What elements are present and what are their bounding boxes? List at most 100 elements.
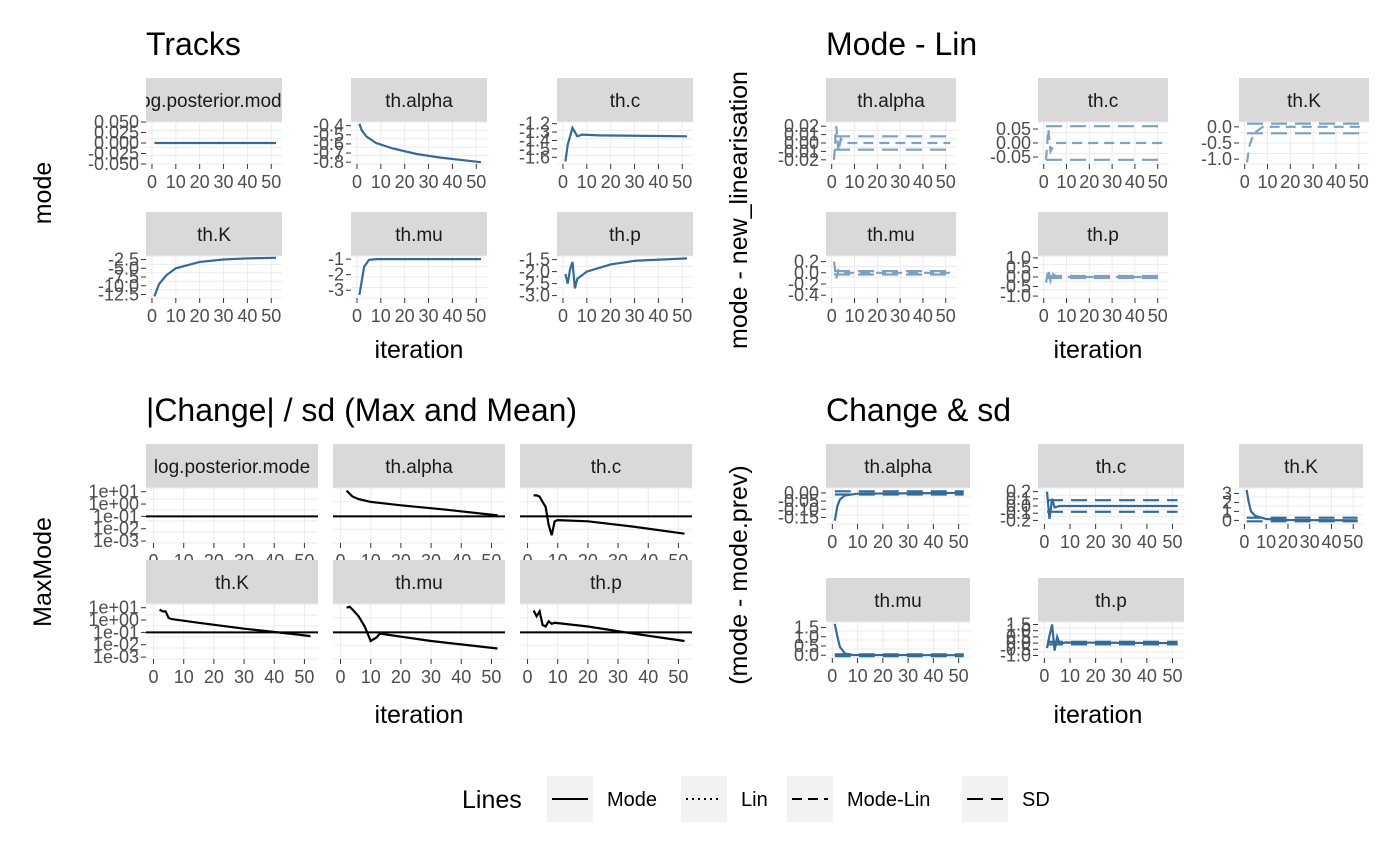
x-tick-label: 10 bbox=[166, 172, 186, 192]
x-tick-label: 0 bbox=[1240, 172, 1250, 192]
panel-background bbox=[557, 122, 693, 164]
x-tick-label: 10 bbox=[548, 667, 568, 687]
x-tick-label: 30 bbox=[625, 306, 645, 326]
panel-background bbox=[146, 256, 282, 298]
facet-panel: th.c -0.2-0.10.00.10.2 0 10 20 30 40 50 bbox=[1000, 444, 1184, 552]
y-tick-label: -12.5 bbox=[98, 285, 139, 305]
y-tick-label: 1.5 bbox=[1006, 614, 1031, 634]
x-tick-label: 20 bbox=[1086, 666, 1106, 686]
y-tick-label: 0.00 bbox=[784, 133, 819, 153]
y-axis-title: mode bbox=[29, 162, 57, 225]
y-tick-label: 1e+01 bbox=[88, 598, 139, 618]
x-tick-label: 20 bbox=[391, 667, 411, 687]
x-tick-label: 30 bbox=[419, 172, 439, 192]
x-axis-title: iteration bbox=[375, 336, 464, 364]
facet-label: log.posterior.mode bbox=[136, 91, 292, 112]
x-tick-label: 40 bbox=[648, 172, 668, 192]
facet-strip bbox=[1239, 444, 1363, 488]
y-tick-label: 1e-03 bbox=[93, 531, 139, 551]
facet-label: th.alpha bbox=[864, 457, 932, 478]
x-tick-label: 0 bbox=[1039, 306, 1049, 326]
facet-strip bbox=[826, 78, 956, 122]
x-tick-label: 20 bbox=[867, 172, 887, 192]
x-tick-label: 50 bbox=[936, 306, 956, 326]
x-tick-label: 40 bbox=[913, 172, 933, 192]
x-tick-label: 0 bbox=[149, 667, 159, 687]
facet-label: th.K bbox=[197, 225, 231, 246]
series-line-mode bbox=[533, 494, 685, 536]
x-tick-label: 30 bbox=[890, 172, 910, 192]
facet-label: th.p bbox=[1087, 225, 1119, 246]
x-tick-label: 10 bbox=[844, 172, 864, 192]
x-tick-label: 20 bbox=[190, 306, 210, 326]
facet-panel: th.K -1.0-0.50.0 0 10 20 30 40 50 bbox=[1201, 78, 1369, 192]
facet-strip bbox=[351, 212, 487, 256]
facet-label: th.mu bbox=[395, 573, 443, 594]
x-tick-label: 10 bbox=[848, 532, 868, 552]
x-tick-label: 0 bbox=[1039, 532, 1049, 552]
series-line-mode bbox=[564, 257, 688, 289]
x-tick-label: 20 bbox=[873, 666, 893, 686]
y-tick-label: -1.4 bbox=[519, 130, 550, 150]
x-tick-label: 40 bbox=[264, 667, 284, 687]
x-tick-label: 30 bbox=[608, 667, 628, 687]
y-tick-label: 2 bbox=[1222, 492, 1232, 512]
legend-label: Lin bbox=[741, 789, 768, 811]
series-line-mode bbox=[358, 123, 482, 164]
x-tick-label: 50 bbox=[261, 172, 281, 192]
x-tick-label: 50 bbox=[949, 666, 969, 686]
x-tick-label: 20 bbox=[395, 306, 415, 326]
facet-panel: th.mu 0.00.51.01.5 0 10 20 30 40 50 bbox=[794, 578, 970, 686]
facet-strip bbox=[520, 444, 692, 488]
x-tick-label: 30 bbox=[419, 306, 439, 326]
chart-title: Mode - Lin bbox=[826, 26, 977, 62]
x-tick-label: 10 bbox=[371, 172, 391, 192]
x-tick-label: 40 bbox=[237, 172, 257, 192]
plots-layer: Tracks iteration mode log.posterior.mode -0.… bbox=[29, 26, 1369, 729]
x-tick-label: 50 bbox=[672, 306, 692, 326]
x-tick-label: 20 bbox=[204, 667, 224, 687]
x-tick-label: 50 bbox=[672, 172, 692, 192]
facet-label: th.K bbox=[1287, 91, 1321, 112]
facet-strip bbox=[826, 212, 956, 256]
x-tick-label: 40 bbox=[1125, 306, 1145, 326]
x-tick-label: 50 bbox=[481, 667, 501, 687]
facet-panel: th.p 0 10 20 30 40 50 bbox=[520, 560, 692, 687]
y-tick-label: -0.01 bbox=[778, 141, 819, 161]
x-tick-label: 30 bbox=[1111, 666, 1131, 686]
series-line-mode bbox=[1245, 489, 1358, 522]
y-axis-title: (mode - mode.prev) bbox=[725, 465, 753, 685]
x-tick-label: 10 bbox=[1060, 666, 1080, 686]
x-tick-label: 50 bbox=[936, 172, 956, 192]
panel-background bbox=[351, 122, 487, 164]
x-tick-label: 20 bbox=[601, 306, 621, 326]
facet-panel: log.posterior.mode 1e-031e-021e-011e+001e… bbox=[88, 444, 318, 571]
y-tick-label: -3 bbox=[328, 280, 344, 300]
x-tick-label: 40 bbox=[1137, 532, 1157, 552]
y-tick-label: 1e-03 bbox=[93, 647, 139, 667]
x-tick-label: 20 bbox=[873, 532, 893, 552]
x-tick-label: 30 bbox=[421, 667, 441, 687]
x-tick-label: 20 bbox=[1079, 172, 1099, 192]
x-tick-label: 40 bbox=[638, 667, 658, 687]
x-tick-label: 40 bbox=[1326, 172, 1346, 192]
legend-label: Mode-Lin bbox=[847, 789, 930, 811]
facet-strip bbox=[1038, 578, 1184, 622]
y-tick-label: -0.6 bbox=[313, 134, 344, 154]
x-tick-label: 30 bbox=[1303, 172, 1323, 192]
facet-strip bbox=[520, 560, 692, 604]
x-tick-label: 30 bbox=[1102, 306, 1122, 326]
series-line-mode bbox=[1045, 624, 1178, 651]
x-tick-label: 50 bbox=[466, 172, 486, 192]
x-tick-label: 0 bbox=[558, 306, 568, 326]
y-tick-label: 0.000 bbox=[94, 133, 139, 153]
facet-panel: th.K -12.5-10.0-7.5-5.0-2.5 0 10 20 30 40 50 bbox=[98, 212, 282, 326]
y-tick-label: -1.3 bbox=[519, 122, 550, 142]
x-tick-label: 50 bbox=[1162, 666, 1182, 686]
series-line-mode bbox=[564, 125, 688, 162]
chart-2: |Change| / sd (Max and Mean) iteration Max… bbox=[29, 392, 692, 729]
chart-3: Change & sd iteration (mode - mode.prev) th… bbox=[725, 392, 1363, 729]
series-line-mode-lin bbox=[832, 261, 951, 279]
y-tick-label: -0.4 bbox=[313, 116, 344, 136]
